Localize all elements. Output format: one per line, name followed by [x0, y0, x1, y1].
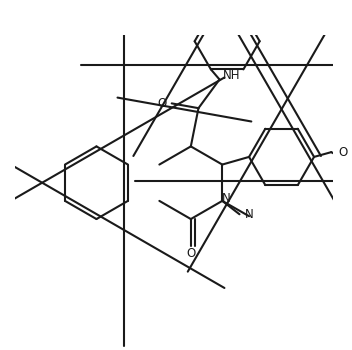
Text: O: O — [158, 97, 167, 110]
Text: N: N — [222, 191, 231, 204]
Text: O: O — [186, 247, 195, 260]
Text: O: O — [338, 146, 347, 159]
Text: N: N — [245, 208, 253, 221]
Text: NH: NH — [223, 69, 241, 82]
